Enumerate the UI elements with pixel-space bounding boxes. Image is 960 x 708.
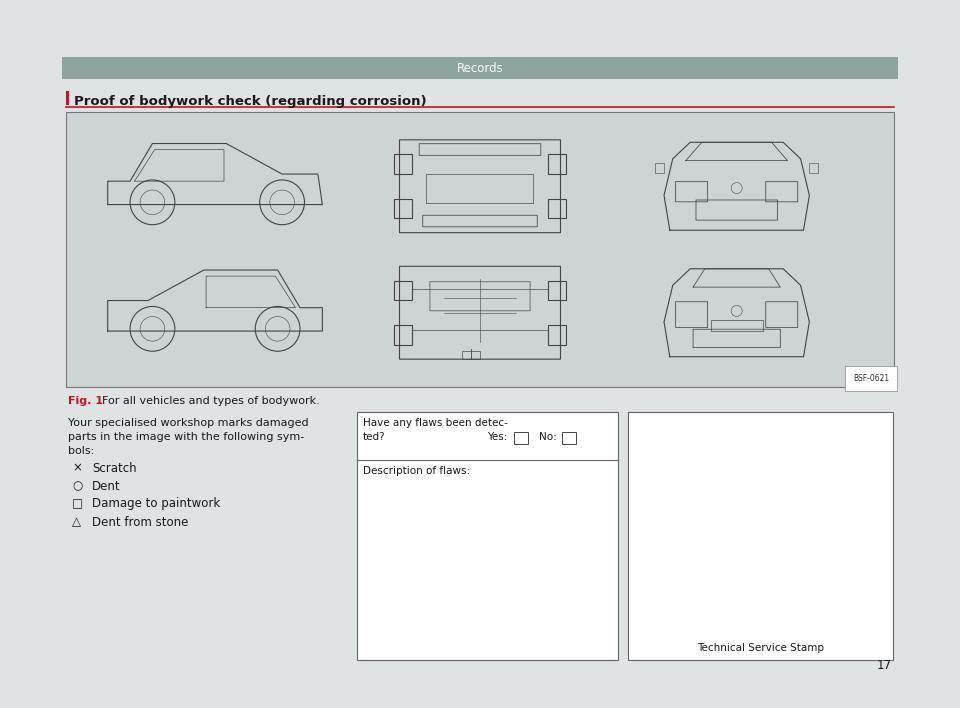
Bar	[656, 164, 664, 173]
Bar	[66, 112, 894, 387]
Text: Dent: Dent	[92, 479, 121, 493]
Text: Proof of bodywork check (regarding corrosion): Proof of bodywork check (regarding corro…	[74, 94, 426, 108]
Bar	[395, 199, 412, 218]
Text: BSF-0621: BSF-0621	[852, 374, 889, 383]
Text: Fig. 1: Fig. 1	[68, 396, 103, 406]
Text: Your specialised workshop marks damaged: Your specialised workshop marks damaged	[68, 418, 308, 428]
Bar	[562, 432, 575, 444]
Bar	[395, 325, 412, 345]
Bar	[395, 281, 412, 300]
Text: 17: 17	[877, 659, 892, 672]
Text: Records: Records	[457, 62, 503, 74]
Bar	[66, 91, 69, 105]
Text: parts in the image with the following sym-: parts in the image with the following sy…	[68, 432, 304, 442]
Bar	[62, 57, 898, 79]
Text: Have any flaws been detec-: Have any flaws been detec-	[363, 418, 508, 428]
Text: Description of flaws:: Description of flaws:	[363, 466, 470, 476]
Text: bols:: bols:	[68, 446, 94, 456]
Bar	[628, 412, 893, 660]
Text: □: □	[72, 498, 84, 510]
Text: Scratch: Scratch	[92, 462, 136, 474]
Bar	[548, 154, 565, 173]
Text: ×: ×	[72, 462, 82, 474]
Bar	[548, 281, 565, 300]
Text: ○: ○	[72, 479, 83, 493]
Bar	[462, 351, 480, 359]
Bar	[395, 154, 412, 173]
Bar	[514, 432, 527, 444]
Bar	[548, 199, 565, 218]
Bar	[710, 320, 763, 331]
Text: For all vehicles and types of bodywork.: For all vehicles and types of bodywork.	[102, 396, 320, 406]
Text: Damage to paintwork: Damage to paintwork	[92, 498, 220, 510]
Text: Dent from stone: Dent from stone	[92, 515, 188, 528]
Bar	[357, 412, 618, 660]
Text: Technical Service Stamp: Technical Service Stamp	[697, 643, 824, 653]
Text: No:: No:	[540, 432, 557, 442]
Text: Yes:: Yes:	[488, 432, 508, 442]
Text: △: △	[72, 515, 81, 528]
Bar	[809, 164, 818, 173]
Bar	[548, 325, 565, 345]
Text: ted?: ted?	[363, 432, 386, 442]
